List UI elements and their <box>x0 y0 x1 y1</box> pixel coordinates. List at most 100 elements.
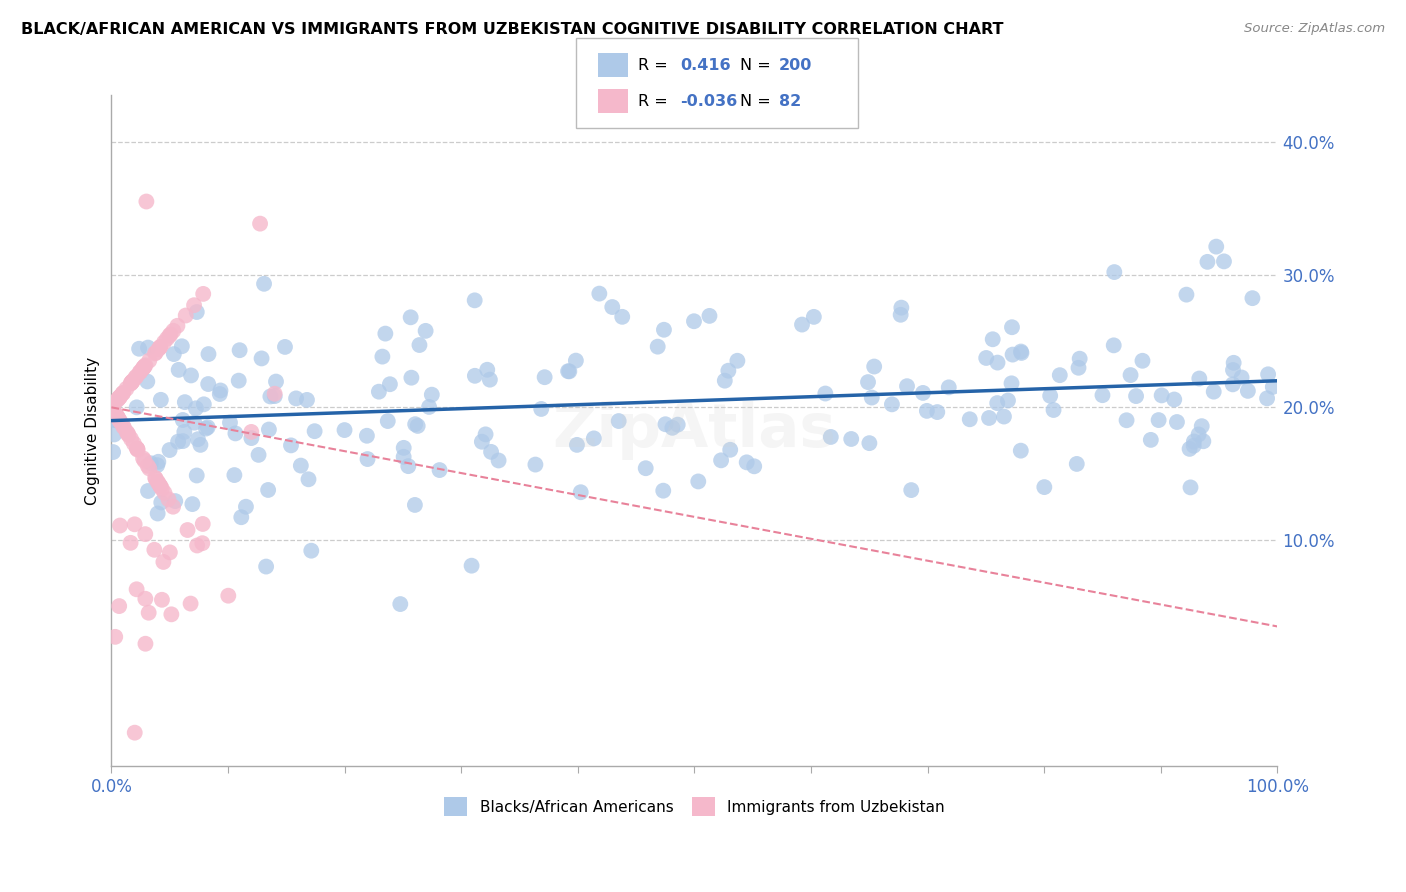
Point <box>1119 368 1142 382</box>
Point <box>1011 346 1033 360</box>
Point <box>742 459 765 474</box>
Point <box>125 369 148 384</box>
Point <box>1042 403 1064 417</box>
Point <box>1175 287 1198 301</box>
Point <box>240 425 263 439</box>
Point <box>378 377 401 392</box>
Point <box>927 405 949 419</box>
Text: BLACK/AFRICAN AMERICAN VS IMMIGRANTS FROM UZBEKISTAN COGNITIVE DISABILITY CORREL: BLACK/AFRICAN AMERICAN VS IMMIGRANTS FRO… <box>21 22 1004 37</box>
Point <box>377 414 399 428</box>
Point <box>915 404 938 418</box>
Point <box>1140 433 1163 447</box>
Point <box>1166 415 1188 429</box>
Point <box>172 434 194 449</box>
Point <box>103 403 125 417</box>
Point <box>863 359 886 374</box>
Point <box>180 597 202 611</box>
Point <box>249 217 271 231</box>
Point <box>170 339 193 353</box>
Point <box>104 630 127 644</box>
Point <box>148 476 170 491</box>
Point <box>1180 480 1202 494</box>
Point <box>1001 348 1024 362</box>
Point <box>713 374 735 388</box>
Point <box>108 390 131 404</box>
Point <box>333 423 356 437</box>
Point <box>1010 344 1032 359</box>
Point <box>162 500 184 514</box>
Point <box>890 308 912 322</box>
Point <box>120 432 142 446</box>
Point <box>1091 388 1114 402</box>
Point <box>128 365 150 379</box>
Point <box>896 379 918 393</box>
Point <box>240 431 263 445</box>
Point <box>374 326 396 341</box>
Point <box>911 385 934 400</box>
Point <box>195 421 218 435</box>
Point <box>1197 255 1219 269</box>
Point <box>1039 389 1062 403</box>
Point <box>108 391 131 405</box>
Point <box>647 340 669 354</box>
Point <box>110 389 132 403</box>
Point <box>197 420 219 434</box>
Point <box>997 393 1019 408</box>
Point <box>173 425 195 439</box>
Point <box>121 375 143 389</box>
Point <box>159 327 181 342</box>
Point <box>228 343 250 358</box>
Point <box>122 436 145 450</box>
Point <box>128 342 150 356</box>
Point <box>1256 392 1278 406</box>
Point <box>134 453 156 467</box>
Point <box>186 305 208 319</box>
Point <box>1069 351 1091 366</box>
Point <box>1066 457 1088 471</box>
Point <box>699 309 721 323</box>
Point <box>404 417 426 432</box>
Point <box>420 387 443 401</box>
Point <box>1067 360 1090 375</box>
Point <box>172 413 194 427</box>
Point <box>1104 265 1126 279</box>
Point <box>565 438 588 452</box>
Point <box>183 298 205 312</box>
Point <box>186 468 208 483</box>
Point <box>111 386 134 401</box>
Text: 0.416: 0.416 <box>681 58 731 73</box>
Point <box>600 300 623 314</box>
Point <box>105 409 128 424</box>
Point <box>176 523 198 537</box>
Point <box>107 392 129 407</box>
Point <box>1222 377 1244 392</box>
Point <box>153 485 176 500</box>
Point <box>162 324 184 338</box>
Point <box>986 396 1008 410</box>
Point <box>1213 254 1236 268</box>
Point <box>429 463 451 477</box>
Point <box>136 458 159 473</box>
Point <box>136 375 159 389</box>
Point <box>124 517 146 532</box>
Point <box>257 423 280 437</box>
Point <box>174 309 197 323</box>
Point <box>263 386 285 401</box>
Point <box>299 543 322 558</box>
Point <box>115 425 138 440</box>
Point <box>488 453 510 467</box>
Point <box>588 286 610 301</box>
Point <box>181 497 204 511</box>
Point <box>295 392 318 407</box>
Point <box>460 558 482 573</box>
Point <box>710 453 733 467</box>
Point <box>986 355 1008 369</box>
Point <box>1191 419 1213 434</box>
Point <box>112 385 135 400</box>
Point <box>634 461 657 475</box>
Point <box>146 458 169 472</box>
Point <box>1102 338 1125 352</box>
Point <box>1178 442 1201 456</box>
Point <box>148 342 170 356</box>
Point <box>607 414 630 428</box>
